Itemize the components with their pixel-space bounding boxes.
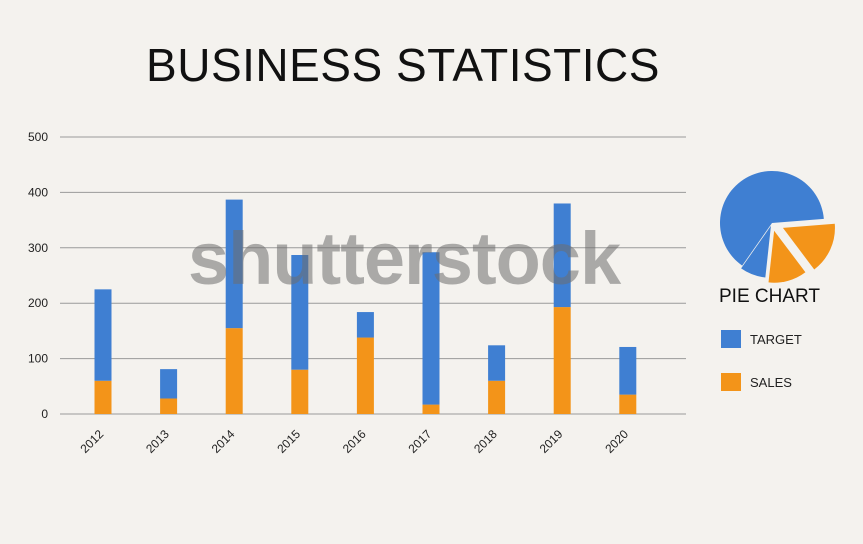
bar-target-2016 bbox=[356, 312, 374, 338]
y-tick-label-0: 0 bbox=[41, 407, 48, 421]
x-tick-label-2016: 2016 bbox=[340, 427, 369, 456]
legend-swatch-target bbox=[721, 330, 741, 348]
x-tick-label-2012: 2012 bbox=[78, 427, 107, 456]
pie-slice-target-1 bbox=[720, 171, 824, 266]
bar-target-2017 bbox=[422, 252, 440, 405]
chart-title: BUSINESS STATISTICS bbox=[146, 39, 660, 91]
legend-label-sales: SALES bbox=[750, 374, 792, 390]
x-tick-label-2014: 2014 bbox=[209, 427, 238, 456]
pie-chart-label: PIE CHART bbox=[719, 286, 821, 307]
bar-target-2013 bbox=[160, 369, 178, 399]
bar-target-2014 bbox=[225, 199, 243, 329]
pie-slice-target-4 bbox=[741, 225, 771, 278]
x-tick-label-2013: 2013 bbox=[143, 427, 172, 456]
bar-target-2015 bbox=[291, 255, 309, 370]
bar-sales-2012 bbox=[94, 380, 112, 414]
bar-sales-2020 bbox=[619, 394, 637, 414]
pie-slice-sales-2 bbox=[782, 223, 835, 270]
y-tick-label-200: 200 bbox=[28, 296, 48, 310]
legend-swatch-sales bbox=[721, 373, 741, 391]
bar-target-2012 bbox=[94, 289, 112, 381]
bar-sales-2015 bbox=[291, 369, 309, 414]
bar-target-2019 bbox=[553, 203, 571, 308]
x-tick-label-2018: 2018 bbox=[471, 427, 500, 456]
x-tick-label-2015: 2015 bbox=[274, 427, 303, 456]
x-tick-label-2020: 2020 bbox=[602, 427, 631, 456]
bar-sales-2019 bbox=[553, 307, 571, 414]
y-tick-label-100: 100 bbox=[28, 352, 48, 366]
bar-sales-2018 bbox=[488, 380, 506, 414]
legend-label-target: TARGET bbox=[750, 331, 802, 347]
legend-item-sales: SALES bbox=[721, 373, 792, 391]
y-tick-label-400: 400 bbox=[28, 185, 48, 199]
bar-target-2018 bbox=[488, 345, 506, 381]
legend-item-target: TARGET bbox=[721, 330, 802, 348]
bar-sales-2013 bbox=[160, 398, 178, 414]
y-tick-label-500: 500 bbox=[28, 130, 48, 144]
watermark: shutterstock bbox=[188, 217, 621, 300]
bar-sales-2017 bbox=[422, 404, 440, 414]
bar-sales-2014 bbox=[225, 328, 243, 414]
pie-slice-sales-3 bbox=[768, 230, 806, 283]
bar-sales-2016 bbox=[356, 337, 374, 414]
x-tick-label-2019: 2019 bbox=[537, 427, 566, 456]
bar-target-2020 bbox=[619, 346, 637, 395]
y-tick-label-300: 300 bbox=[28, 241, 48, 255]
x-tick-label-2017: 2017 bbox=[406, 427, 435, 456]
